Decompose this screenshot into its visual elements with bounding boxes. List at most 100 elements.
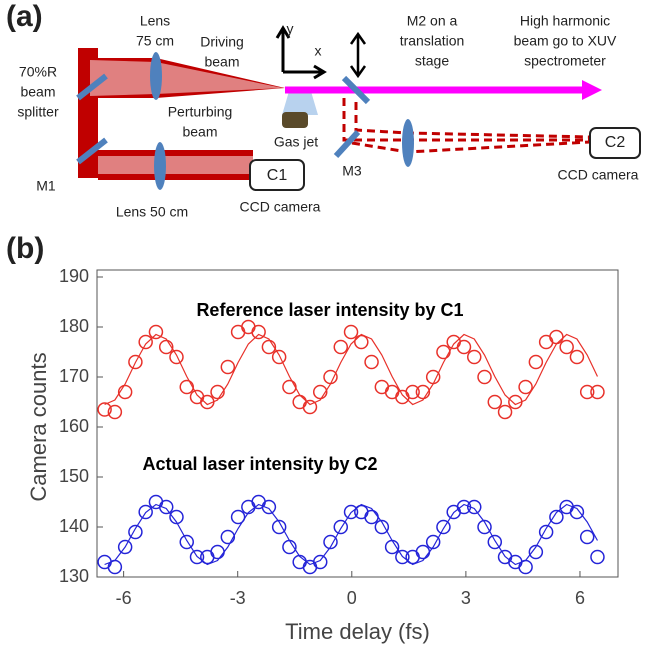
beam-splitter <box>76 73 108 101</box>
data-point <box>138 504 153 520</box>
camera <box>249 159 305 191</box>
diagram-label: beam <box>204 54 239 70</box>
data-point <box>179 379 194 395</box>
perturb-beam <box>342 98 595 154</box>
data-point <box>343 504 359 520</box>
data-point <box>569 349 585 365</box>
data-point <box>415 384 431 400</box>
beam <box>90 60 283 96</box>
fit-line <box>104 503 598 566</box>
diagram-label: M3 <box>342 163 362 179</box>
diagram-label: C2 <box>605 134 626 151</box>
data-point <box>220 529 236 545</box>
data-point <box>487 394 503 410</box>
lens <box>154 142 166 190</box>
data-point <box>579 529 595 545</box>
data-point <box>528 544 544 560</box>
data-point <box>528 354 544 370</box>
data-point <box>590 384 605 400</box>
data-point <box>230 509 246 525</box>
arrow <box>582 80 602 100</box>
y-axis-label: Camera counts <box>26 352 51 501</box>
data-point <box>405 384 420 400</box>
data-point <box>549 329 564 345</box>
data-point <box>425 534 441 550</box>
gas-jet <box>282 112 308 128</box>
mirror <box>341 75 371 105</box>
data-point <box>487 534 503 550</box>
data-point <box>508 554 523 570</box>
data-point <box>364 354 379 370</box>
data-point <box>354 334 369 350</box>
data-point <box>241 499 256 515</box>
plot-frame <box>96 269 619 578</box>
x-tick-label: 3 <box>461 588 471 608</box>
x-tick-label: -6 <box>116 588 132 608</box>
data-point <box>302 399 318 415</box>
diagram-label: Lens 50 cm <box>116 204 188 220</box>
x-tick-label: -3 <box>230 588 246 608</box>
diagram-label: x <box>315 43 322 59</box>
diagram-label: stage <box>415 53 449 69</box>
diagram-label: beam <box>182 124 217 140</box>
y-tick-label: 160 <box>59 416 89 436</box>
data-point <box>251 324 266 340</box>
translation-arrow <box>349 31 367 79</box>
data-point <box>97 554 112 570</box>
diagram-label: 75 cm <box>136 33 174 49</box>
data-point <box>107 404 123 420</box>
data-point <box>333 339 349 355</box>
data-point <box>549 509 564 525</box>
data-point <box>210 544 225 560</box>
data-point <box>323 534 338 550</box>
diagram-label: Gas jet <box>274 134 318 150</box>
data-point <box>395 549 410 565</box>
x-tick-label: 0 <box>347 588 357 608</box>
data-point <box>189 549 205 565</box>
data-point <box>456 499 472 515</box>
y-tick-label: 190 <box>59 266 89 286</box>
data-point <box>425 369 441 385</box>
axes-icon <box>275 25 327 80</box>
data-point <box>128 354 143 370</box>
mirror <box>76 137 108 165</box>
setup-diagram <box>76 25 641 191</box>
panel-label: (a) <box>6 0 43 33</box>
data-point <box>282 379 297 395</box>
data-point <box>559 499 574 515</box>
annotation: Reference laser intensity by C1 <box>196 300 463 320</box>
diagram-label: Perturbing <box>168 104 233 120</box>
data-point <box>117 539 133 555</box>
diagram-label: y <box>287 21 294 37</box>
data-point <box>415 544 431 560</box>
lens <box>150 52 162 100</box>
data-point <box>538 524 554 540</box>
data-point <box>538 334 554 350</box>
data-point <box>261 499 277 515</box>
data-point <box>230 324 246 340</box>
y-tick-label: 130 <box>59 566 89 586</box>
diagram-label: High harmonic <box>520 13 610 29</box>
data-point <box>466 349 482 365</box>
data-point <box>158 499 174 515</box>
data-point <box>138 334 153 350</box>
data-point <box>312 384 328 400</box>
diagram-label: beam <box>20 84 55 100</box>
camera <box>589 127 641 159</box>
data-point <box>590 549 605 565</box>
data-point <box>477 519 492 535</box>
data-point <box>466 499 482 515</box>
data-point <box>292 554 307 570</box>
data-point <box>374 519 390 535</box>
data-point <box>271 519 287 535</box>
data-point <box>241 319 256 335</box>
diagram-label: M1 <box>36 178 56 194</box>
diagram-label: CCD camera <box>240 199 321 215</box>
diagram-label: 70%R <box>19 64 57 80</box>
data-point <box>271 349 287 365</box>
fit-line <box>104 333 599 406</box>
data-point <box>189 389 205 405</box>
data-point <box>292 394 307 410</box>
data-point <box>210 384 225 400</box>
diagram-label: M2 on a <box>407 13 458 29</box>
